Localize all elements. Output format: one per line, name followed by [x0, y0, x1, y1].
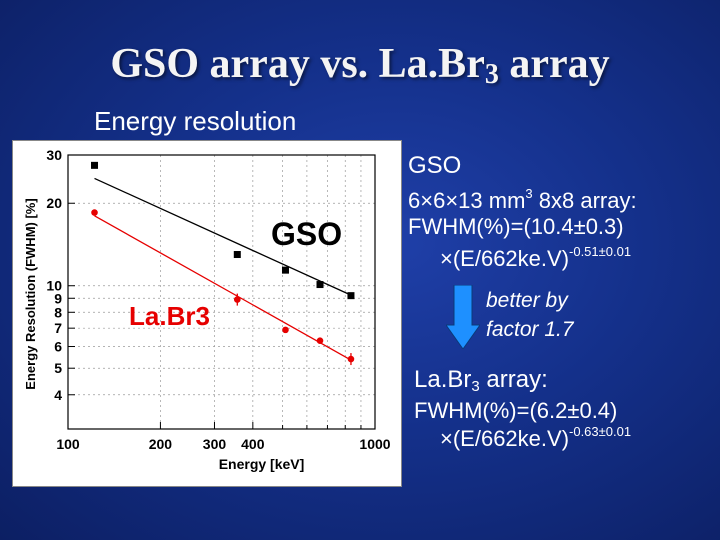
labr-heading: La.Br3 array:: [414, 366, 548, 395]
gso-fwhm: FWHM(%)=(10.4±0.3): [408, 214, 624, 239]
data-point-gso: [91, 161, 99, 169]
x-axis-title: Energy [keV]: [219, 456, 305, 472]
gso-dimensions: 6×6×13 mm3 8x8 array:: [408, 186, 637, 213]
y-tick-label: 10: [46, 278, 62, 294]
y-tick-label: 5: [54, 360, 62, 376]
y-tick-label: 30: [46, 147, 62, 163]
labr-energy-term: ×(E/662ke.V)-0.63±0.01: [440, 424, 632, 451]
better-by-text: better by: [486, 289, 568, 312]
fit-line-gso: [94, 177, 352, 296]
gso-energy-term: ×(E/662ke.V)-0.51±0.01: [440, 244, 632, 271]
fit-line-labr3: [94, 215, 352, 361]
data-point-labr3: [91, 209, 98, 216]
data-point-gso: [347, 292, 355, 300]
y-tick-label: 8: [54, 304, 62, 320]
factor-text: factor 1.7: [486, 318, 574, 341]
slide-subtitle: Energy resolution: [94, 106, 297, 136]
labr-fwhm: FWHM(%)=(6.2±0.4): [414, 398, 618, 423]
axes-box: [67, 154, 376, 430]
y-tick-label: 9: [54, 290, 62, 306]
chart-frame: 100 200 300 400 1000 4 5 6 7 8 9 10 20 30 Energy [keV]…: [12, 140, 402, 487]
data-point-gso: [316, 281, 324, 289]
slide-title: GSO array vs. La.Br3 array: [110, 41, 610, 90]
y-tick-label: 20: [46, 195, 62, 211]
x-tick-label: 300: [203, 436, 227, 452]
data-point-gso: [233, 251, 241, 259]
plot-area: [68, 155, 375, 429]
y-axis-title: Energy Resolution (FWHM) [%]: [23, 198, 38, 389]
y-tick-label: 6: [54, 339, 62, 355]
data-point-labr3: [282, 326, 289, 334]
gso-heading: GSO: [408, 152, 462, 179]
data-point-gso: [281, 266, 289, 274]
x-tick-label: 100: [56, 436, 80, 452]
y-tick-label: 4: [54, 387, 62, 403]
y-tick-label: 7: [54, 320, 62, 336]
annotation-labr3: La.Br3: [129, 301, 210, 331]
annotation-gso: GSO: [271, 216, 342, 252]
down-arrow-icon: [446, 285, 480, 349]
x-tick-label: 400: [241, 436, 265, 452]
x-tick-label: 200: [149, 436, 173, 452]
x-tick-label: 1000: [359, 436, 390, 452]
data-point-labr3: [316, 337, 324, 345]
